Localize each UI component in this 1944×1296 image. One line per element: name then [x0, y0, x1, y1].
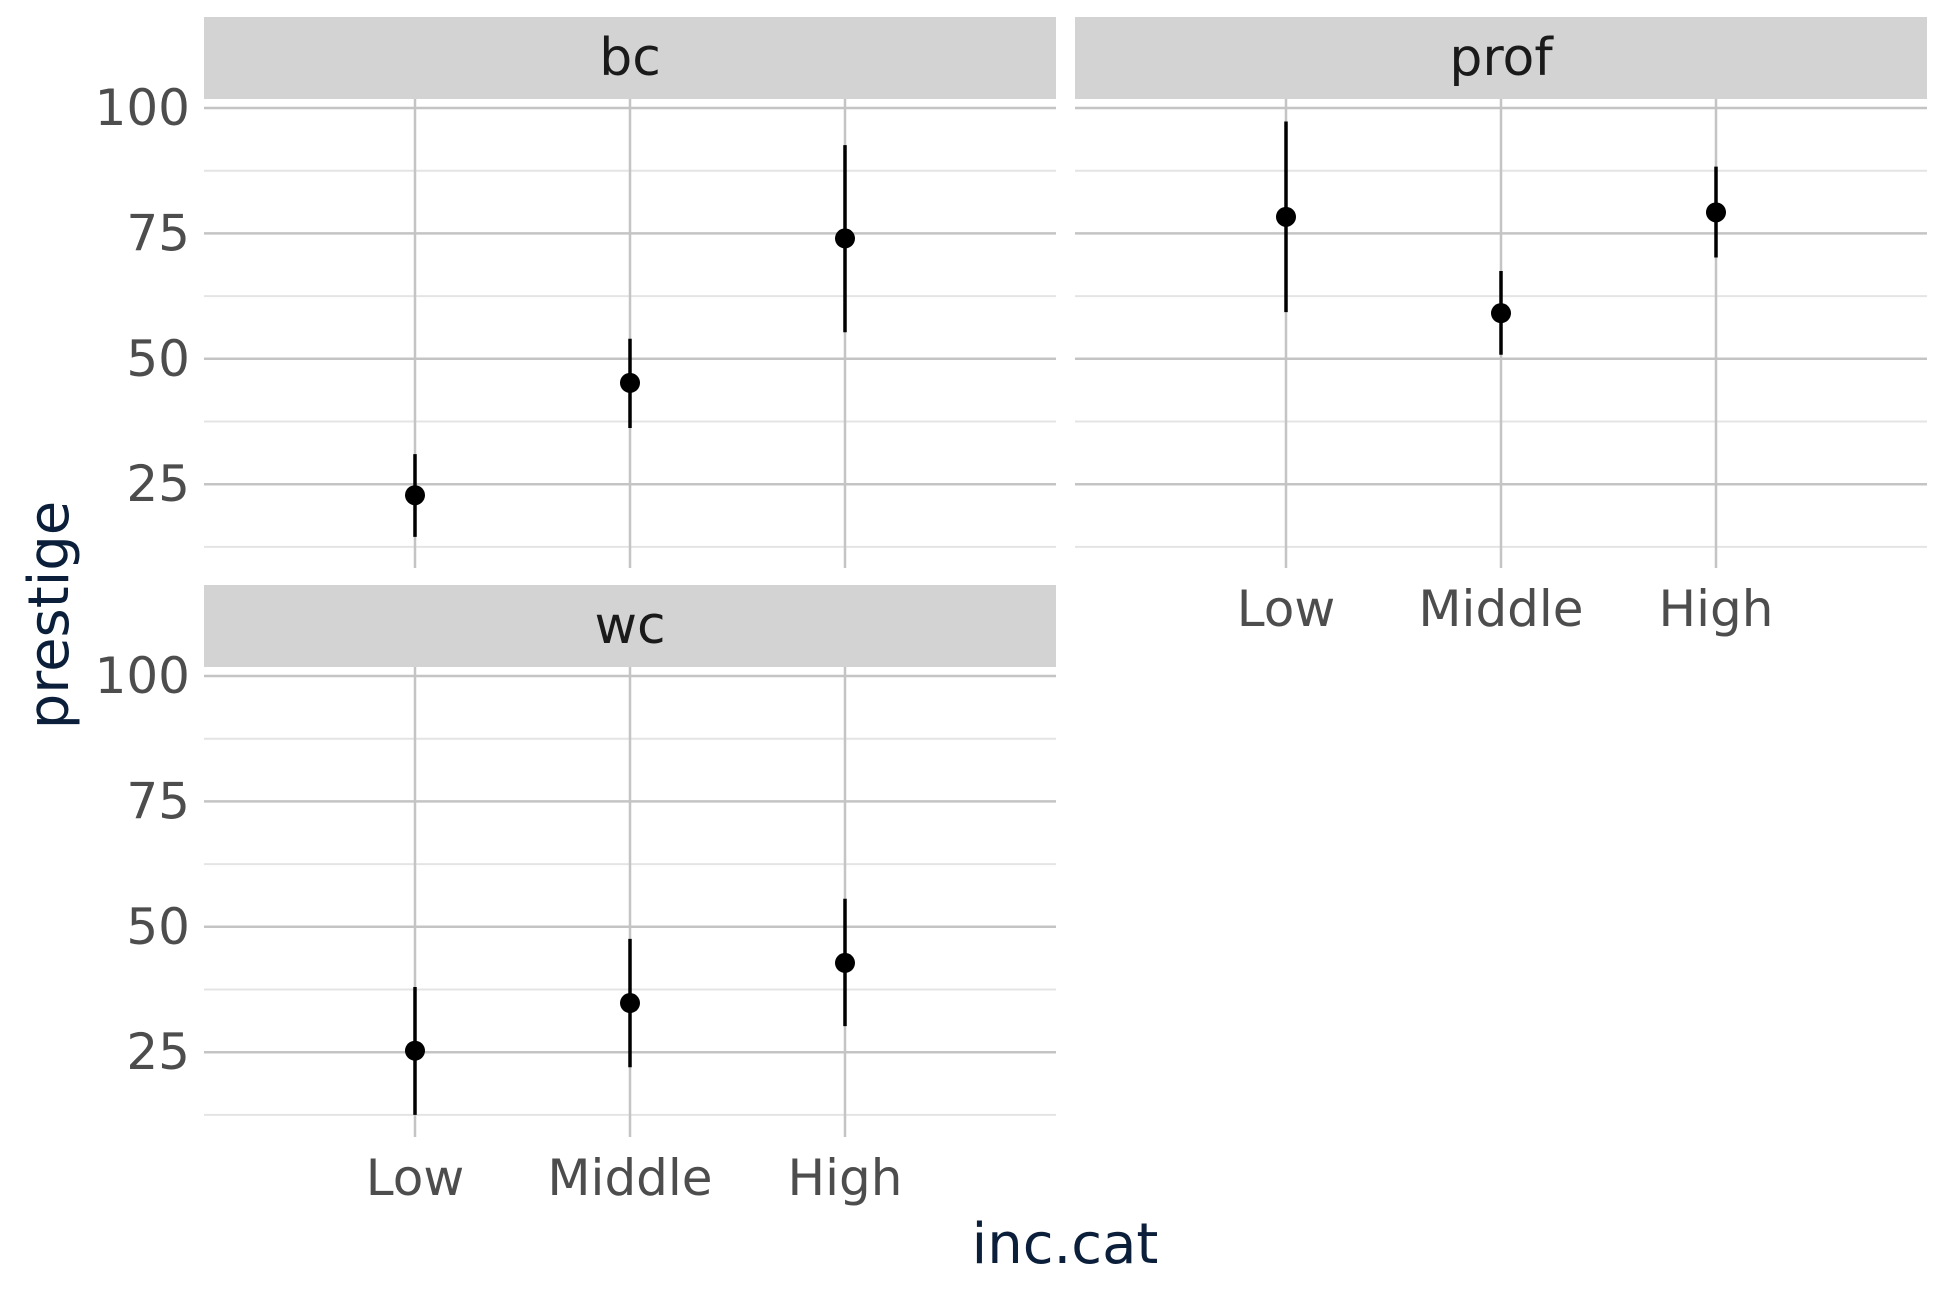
data-point	[1276, 206, 1296, 227]
y-tick-label: 50	[126, 330, 190, 388]
data-point	[1491, 303, 1511, 324]
facet-strip-label: prof	[1449, 28, 1554, 88]
y-tick-label: 75	[126, 204, 190, 262]
y-tick-label: 100	[95, 79, 190, 137]
y-tick-label: 25	[126, 1023, 190, 1081]
y-tick-label: 50	[126, 898, 190, 956]
y-tick-label: 25	[126, 455, 190, 513]
y-tick-label: 75	[126, 772, 190, 830]
facet-strip	[204, 17, 1056, 99]
data-point	[835, 228, 855, 249]
facet-strip-label: bc	[599, 28, 661, 88]
x-axis-title: inc.cat	[972, 1212, 1159, 1277]
facet-panel-bc: bc 25 50 75 100	[95, 17, 1056, 568]
x-tick-label: Low	[1237, 580, 1335, 638]
data-point	[1706, 202, 1726, 223]
facet-panel-wc: wc 25 50 75 100 Low Middle High	[95, 585, 1056, 1207]
facet-strip	[1075, 17, 1927, 99]
y-axis-title: prestige	[17, 501, 82, 729]
data-point	[620, 993, 640, 1014]
data-point	[405, 1040, 425, 1061]
y-tick-label: 100	[95, 647, 190, 705]
data-point	[620, 372, 640, 393]
data-point	[405, 485, 425, 506]
x-tick-label: Middle	[547, 1149, 712, 1207]
facet-strip	[204, 585, 1056, 667]
facet-panel-prof: prof Low Middle High	[1075, 17, 1927, 638]
x-tick-label: Middle	[1418, 580, 1583, 638]
x-tick-label: Low	[366, 1149, 464, 1207]
facet-strip-label: wc	[594, 596, 665, 656]
x-tick-label: High	[1659, 580, 1774, 638]
data-point	[835, 952, 855, 973]
x-tick-label: High	[788, 1149, 903, 1207]
